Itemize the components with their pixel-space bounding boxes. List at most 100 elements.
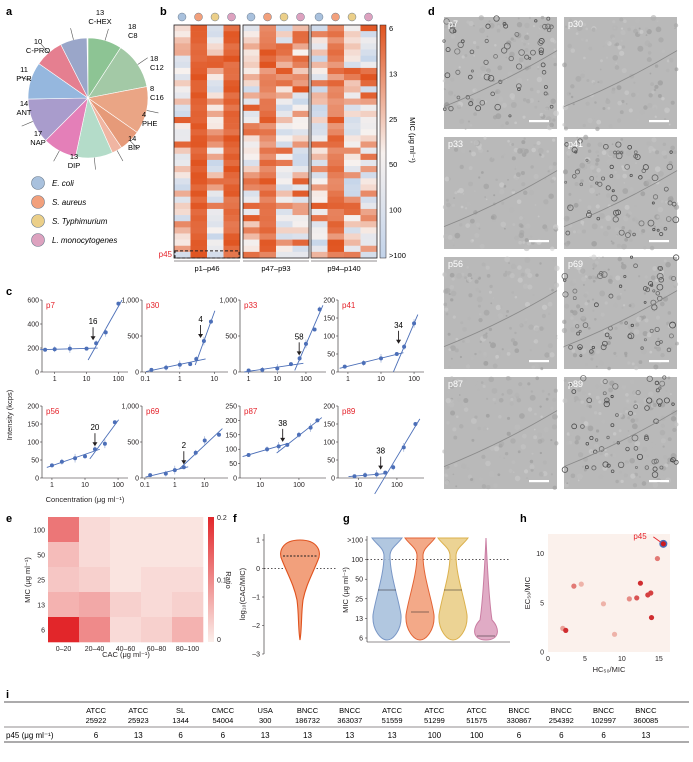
em-texture (606, 159, 612, 165)
pie-leader-line (137, 57, 148, 65)
heatmap-cell (311, 227, 328, 234)
heatmap-cell (344, 196, 361, 204)
legend-swatch (31, 214, 45, 228)
em-texture (589, 256, 592, 259)
heatmap-cell (327, 123, 345, 130)
heatmap-cell (243, 104, 260, 112)
em-texture (534, 204, 537, 206)
em-texture (580, 179, 584, 183)
em-texture (570, 326, 576, 333)
em-texture (639, 109, 645, 115)
em-aggregate (606, 435, 610, 440)
em-texture (608, 387, 614, 393)
em-texture (588, 405, 592, 409)
em-texture (636, 92, 639, 96)
pie-count-pyr: 11 (20, 65, 28, 74)
em-aggregate (443, 107, 447, 111)
em-texture (505, 56, 508, 59)
em-texture (500, 305, 503, 309)
data-point (394, 352, 399, 356)
heatmap-cell (259, 190, 277, 197)
em-texture (659, 301, 665, 307)
heatmap-cell (207, 129, 224, 136)
em-texture (503, 153, 506, 156)
heatmap-cell (311, 43, 328, 50)
em-texture (572, 230, 577, 234)
em-texture (550, 37, 555, 43)
heatmap-cell (207, 80, 224, 87)
em-texture (586, 79, 590, 83)
heatmap-cell (360, 190, 378, 197)
em-texture (633, 412, 637, 416)
em-texture (500, 155, 505, 159)
strain-header-top: BNCC (508, 706, 530, 715)
heatmap-cell (311, 153, 328, 161)
heatmap-cell (360, 25, 378, 32)
em-aggregate (656, 272, 664, 280)
e-y-tick: 50 (37, 553, 45, 560)
heatmap-cell (327, 31, 345, 38)
ratio-cell (79, 517, 111, 543)
heatmap-cell (276, 49, 293, 56)
em-aggregate (612, 216, 619, 223)
heatmap-cell (190, 190, 208, 197)
panel-a-pie-chart: 13C-HEX18C818C128C164PHE14BIP13DIP17NAP1… (16, 8, 163, 170)
em-texture (641, 481, 647, 486)
heatmap-cell (174, 37, 191, 44)
strain-header-bottom: 25923 (128, 716, 149, 725)
em-texture (586, 142, 591, 148)
em-texture (550, 439, 553, 442)
em-texture (654, 346, 657, 350)
heatmap-cell (174, 110, 191, 118)
em-texture (466, 467, 470, 470)
pie-count-c16: 8 (150, 84, 154, 93)
em-texture (522, 283, 529, 289)
em-image-label: p56 (448, 259, 463, 269)
data-point (260, 367, 265, 372)
em-aggregate (632, 232, 636, 237)
em-aggregate (545, 23, 551, 30)
em-texture (507, 139, 510, 143)
strain-header-bottom: 330867 (506, 716, 531, 725)
em-texture (533, 173, 539, 180)
em-texture (633, 400, 637, 404)
em-aggregate (540, 62, 546, 68)
em-aggregate (548, 24, 554, 30)
em-texture (474, 415, 478, 419)
em-texture (610, 240, 613, 243)
em-aggregate (603, 400, 610, 408)
heatmap-cell (259, 92, 277, 99)
em-texture (488, 327, 493, 332)
em-texture (544, 107, 549, 112)
em-texture (572, 147, 576, 151)
em-texture (464, 53, 468, 57)
em-texture (504, 451, 509, 456)
heatmap-cell (360, 202, 378, 210)
ratio-cell (141, 617, 173, 643)
em-texture (543, 199, 549, 205)
heatmap-cell (311, 49, 328, 56)
em-texture (574, 181, 579, 187)
em-aggregate (669, 150, 673, 154)
cac-arrow-head (296, 351, 302, 356)
heatmap-cell (207, 98, 224, 106)
em-texture (527, 407, 533, 412)
panel-i-table: p45 (μg ml⁻¹)ATCC259226ATCC2592313SL1344… (4, 701, 689, 743)
heatmap-cell (243, 147, 260, 155)
em-texture (661, 150, 667, 156)
em-film-edge (563, 170, 678, 227)
heatmap-cell (276, 116, 293, 124)
heatmap-cell (259, 80, 277, 87)
em-texture (485, 265, 490, 270)
em-texture (640, 400, 645, 405)
heatmap-cell (223, 190, 241, 197)
heatmap-cell (243, 233, 260, 240)
heatmap-cell (190, 166, 208, 173)
em-texture (503, 195, 508, 199)
em-aggregate (469, 49, 475, 55)
em-texture (639, 29, 644, 34)
em-texture (621, 306, 624, 309)
em-texture (447, 365, 451, 369)
em-aggregate (443, 18, 450, 25)
em-texture (544, 227, 549, 232)
